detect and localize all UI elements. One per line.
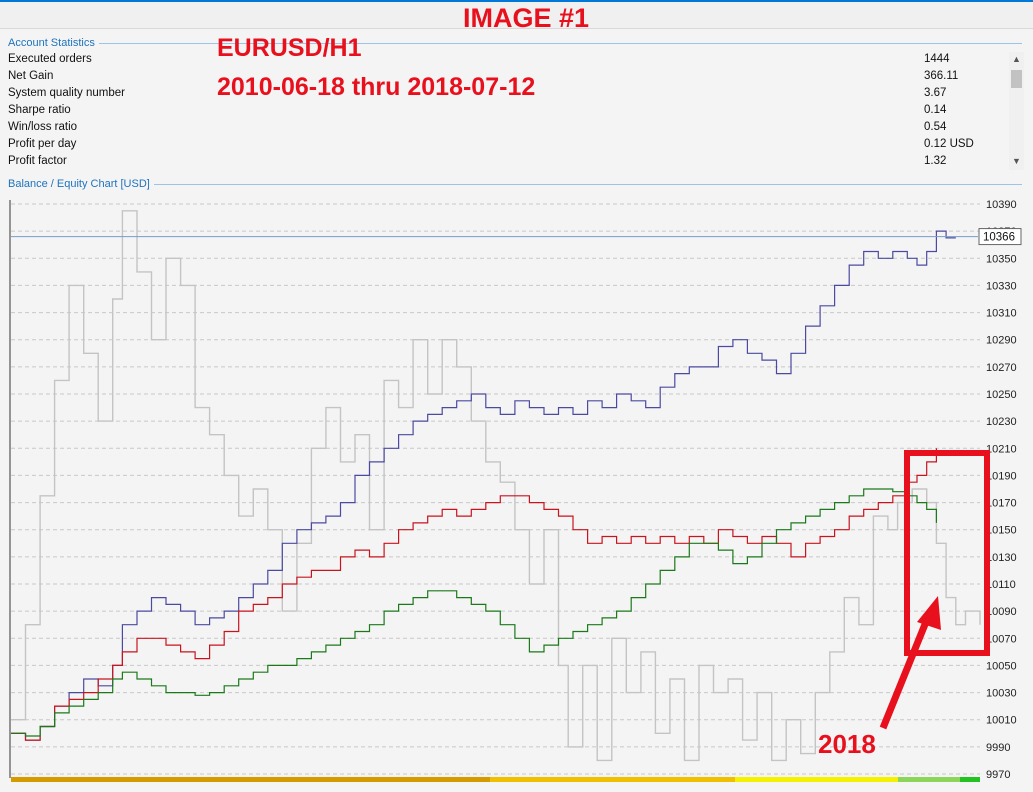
timeline-bar [11,777,980,782]
stat-label: Net Gain [8,70,54,82]
y-tick-label: 10070 [986,633,1017,645]
series-line-3 [11,488,937,737]
window-top-accent [0,0,1033,2]
timeline-segment [960,777,980,782]
series-line-1 [11,230,956,741]
y-tick-label: 10230 [986,416,1017,428]
y-tick-label: 10190 [986,470,1017,482]
y-tick-label: 10050 [986,660,1017,672]
y-tick-label: 10250 [986,389,1017,401]
scroll-up-arrow-icon[interactable]: ▲ [1012,54,1021,64]
chart-section-rule [8,184,1022,185]
stat-label: Profit per day [8,138,77,150]
account-statistics-list: Executed orders 1444 Net Gain 366.11 Syste… [0,52,1008,173]
y-tick-label: 10270 [986,362,1017,374]
symbol-label: EURUSD/H1 [217,34,362,62]
annotation-box [904,450,990,656]
annotation-year-label: 2018 [818,729,876,759]
y-tick-label: 10390 [986,199,1017,211]
stat-value: 366.11 [924,70,959,82]
current-value-marker: 10366 [11,228,1022,246]
y-tick-label: 10110 [986,579,1016,591]
stat-label: System quality number [8,87,125,99]
stat-row-system-quality: System quality number 3.67 [0,86,1008,103]
y-axis-labels: 1039010370103501033010310102901027010250… [986,199,1017,781]
account-statistics-rule [8,43,1022,44]
stat-label: Sharpe ratio [8,104,71,116]
timeline-segment [490,777,735,782]
current-value-box [978,228,1022,246]
stat-row-profit-factor: Profit factor 1.32 [0,154,1008,171]
stat-row-net-gain: Net Gain 366.11 [0,69,1008,86]
scroll-down-arrow-icon[interactable]: ▼ [1012,156,1021,166]
current-value-label: 10366 [983,232,1015,244]
stat-value: 1444 [924,53,950,65]
y-tick-label: 10290 [986,335,1017,347]
timeline-segment [11,777,490,782]
y-tick-label: 10130 [986,552,1017,564]
stat-label: Executed orders [8,53,92,65]
stat-row-profit-per-day: Profit per day 0.12 USD [0,137,1008,154]
stat-value: 0.14 [924,104,947,116]
stat-value: 0.12 USD [924,138,974,150]
stat-value: 1.32 [924,155,947,167]
image-label: IMAGE #1 [463,3,590,33]
y-tick-label: 10350 [986,253,1017,265]
stat-label: Win/loss ratio [8,121,78,133]
stat-value: 0.54 [924,121,947,133]
y-tick-label: 10210 [986,443,1017,455]
chart-section-title: Balance / Equity Chart [USD] [8,178,154,190]
balance-equity-chart: 1039010370103501033010310102901027010250… [9,199,1022,782]
y-tick-label: 10310 [986,308,1017,320]
stat-row-win-loss: Win/loss ratio 0.54 [0,120,1008,137]
header-strip [0,2,1033,29]
stats-scrollbar[interactable]: ▲ ▼ [1009,52,1024,170]
y-tick-label: 10170 [986,498,1017,510]
stat-row-executed-orders: Executed orders 1444 [0,52,1008,69]
annotation-box-group: 2018 [818,450,990,759]
scroll-thumb[interactable] [1011,70,1022,88]
series-line-0 [11,210,981,762]
y-tick-label: 10330 [986,280,1017,292]
timeline-segment [898,777,960,782]
stat-row-sharpe: Sharpe ratio 0.14 [0,103,1008,120]
timeline-segment [735,777,898,782]
y-tick-label: 10090 [986,606,1017,618]
annotation-arrow-line [879,610,934,730]
y-tick-label: 10030 [986,688,1017,700]
y-tick-label: 10150 [986,525,1017,537]
series-line-2 [11,448,937,741]
y-tick-label: 9970 [986,769,1010,781]
y-tick-label: 10010 [986,715,1017,727]
y-tick-label: 9990 [986,742,1010,754]
stat-label: Profit factor [8,155,67,167]
account-statistics-title: Account Statistics [8,37,99,49]
chart-series [11,210,981,762]
stat-value: 3.67 [924,87,947,99]
annotation-arrowhead [917,596,941,630]
date-range-label: 2010-06-18 thru 2018-07-12 [217,73,536,101]
